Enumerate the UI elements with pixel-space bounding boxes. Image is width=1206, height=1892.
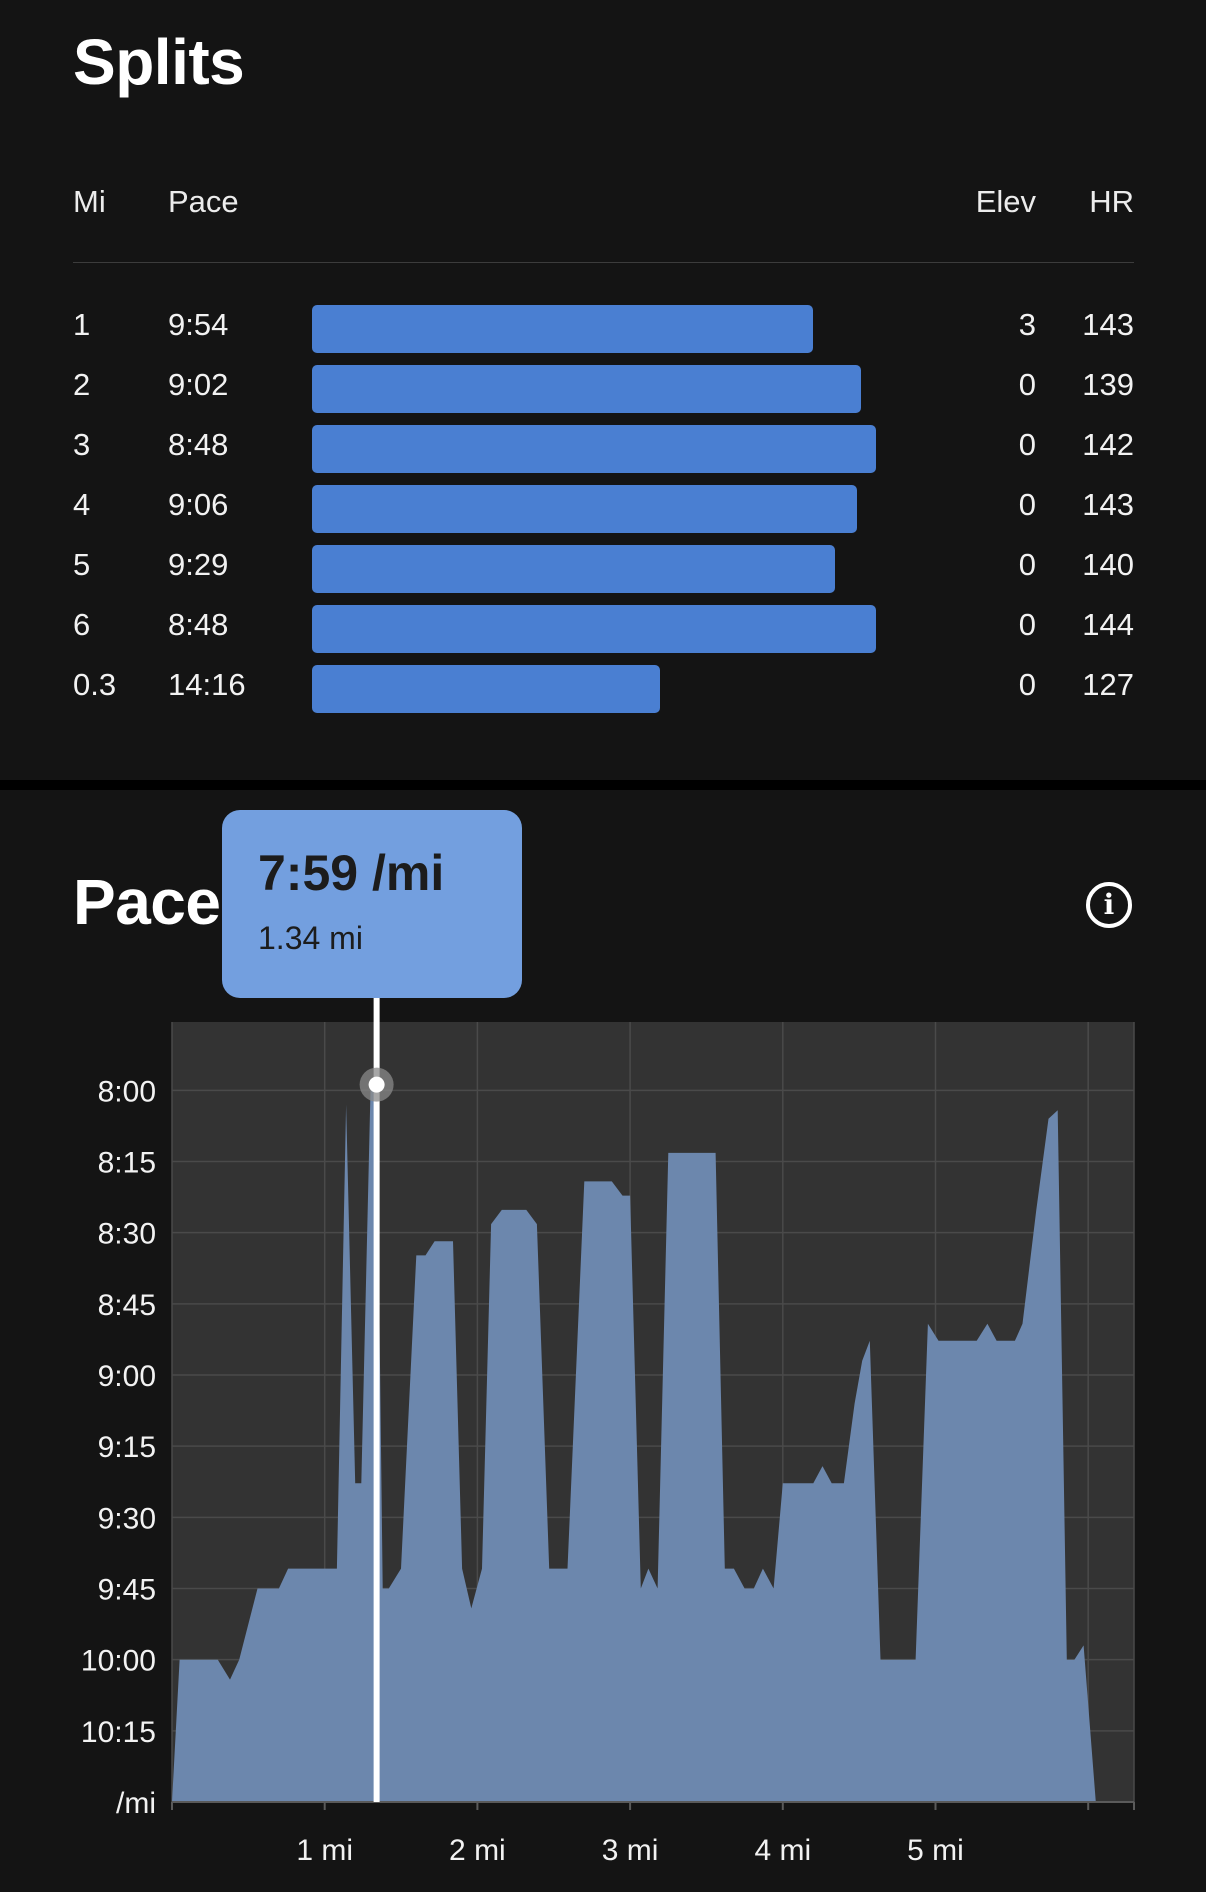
cursor-marker <box>368 1076 385 1093</box>
mile-column-header: Mi <box>73 184 106 219</box>
split-mile: 3 <box>73 427 91 462</box>
split-row: 3 8:48 0 142 <box>0 415 1206 475</box>
elevation-column-header: Elev <box>975 184 1036 219</box>
split-heart-rate: 143 <box>1082 307 1134 342</box>
splits-title: Splits <box>73 26 245 98</box>
split-row: 6 8:48 0 144 <box>0 595 1206 655</box>
split-pace: 8:48 <box>168 427 229 462</box>
pace-column-header: Pace <box>168 184 239 219</box>
header-divider <box>73 262 1134 263</box>
split-elevation: 0 <box>1018 667 1036 702</box>
split-mile: 6 <box>73 607 91 642</box>
split-row: 1 9:54 3 143 <box>0 295 1206 355</box>
split-elevation: 0 <box>1018 367 1036 402</box>
x-tick-label: 5 mi <box>907 1834 964 1867</box>
split-row: 0.3 14:16 0 127 <box>0 655 1206 715</box>
split-pace-bar <box>312 545 835 593</box>
heart-rate-column-header: HR <box>1089 184 1134 219</box>
split-heart-rate: 140 <box>1082 547 1134 582</box>
y-unit-label: /mi <box>116 1787 156 1820</box>
pace-chart[interactable]: 8:00 8:15 8:30 8:45 9:00 9:15 9:30 9:45 10:00 10:… <box>0 790 1206 1892</box>
split-pace: 9:02 <box>168 367 229 402</box>
split-pace-bar <box>312 665 660 713</box>
pace-area <box>172 1084 1096 1802</box>
split-mile: 4 <box>73 487 91 522</box>
split-mile: 5 <box>73 547 91 582</box>
y-tick-label: 8:45 <box>98 1289 156 1322</box>
split-pace: 9:54 <box>168 307 229 342</box>
pace-tooltip: 7:59 /mi 1.34 mi <box>222 810 522 998</box>
x-tick-label: 3 mi <box>602 1834 659 1867</box>
split-heart-rate: 143 <box>1082 487 1134 522</box>
split-pace-bar <box>312 485 857 533</box>
split-pace: 9:06 <box>168 487 229 522</box>
split-pace-bar <box>312 305 813 353</box>
split-heart-rate: 142 <box>1082 427 1134 462</box>
split-heart-rate: 139 <box>1082 367 1134 402</box>
x-tick-label: 2 mi <box>449 1834 506 1867</box>
split-elevation: 0 <box>1018 607 1036 642</box>
x-tick-label: 1 mi <box>296 1834 353 1867</box>
split-heart-rate: 127 <box>1082 667 1134 702</box>
split-pace: 8:48 <box>168 607 229 642</box>
y-tick-label: 9:45 <box>98 1573 156 1606</box>
split-pace: 9:29 <box>168 547 229 582</box>
y-tick-label: 9:00 <box>98 1360 156 1393</box>
split-elevation: 0 <box>1018 427 1036 462</box>
x-tick-label: 4 mi <box>754 1834 811 1867</box>
y-tick-label: 10:15 <box>81 1716 156 1749</box>
split-row: 4 9:06 0 143 <box>0 475 1206 535</box>
split-pace-bar <box>312 425 876 473</box>
info-icon[interactable]: i <box>1086 882 1132 928</box>
splits-section: Splits Mi Pace Elev HR 1 9:54 3 143 2 9:02 0 13… <box>0 0 1206 780</box>
split-pace-bar <box>312 365 861 413</box>
section-divider <box>0 780 1206 790</box>
y-tick-label: 9:15 <box>98 1431 156 1464</box>
y-tick-label: 8:00 <box>98 1075 156 1108</box>
pace-title: Pace <box>73 866 221 938</box>
split-heart-rate: 144 <box>1082 607 1134 642</box>
split-pace: 14:16 <box>168 667 246 702</box>
tooltip-distance: 1.34 mi <box>258 920 363 956</box>
split-elevation: 0 <box>1018 487 1036 522</box>
split-row: 5 9:29 0 140 <box>0 535 1206 595</box>
split-mile: 1 <box>73 307 91 342</box>
y-tick-label: 8:30 <box>98 1218 156 1251</box>
split-elevation: 3 <box>1018 307 1036 342</box>
split-mile: 2 <box>73 367 91 402</box>
y-tick-label: 8:15 <box>98 1146 156 1179</box>
pace-section: 8:00 8:15 8:30 8:45 9:00 9:15 9:30 9:45 10:00 10:… <box>0 790 1206 1892</box>
split-pace-bar <box>312 605 876 653</box>
y-tick-label: 9:30 <box>98 1502 156 1535</box>
tooltip-pace-value: 7:59 /mi <box>258 845 445 901</box>
split-elevation: 0 <box>1018 547 1036 582</box>
y-tick-label: 10:00 <box>81 1645 156 1678</box>
split-row: 2 9:02 0 139 <box>0 355 1206 415</box>
split-mile: 0.3 <box>73 667 117 702</box>
